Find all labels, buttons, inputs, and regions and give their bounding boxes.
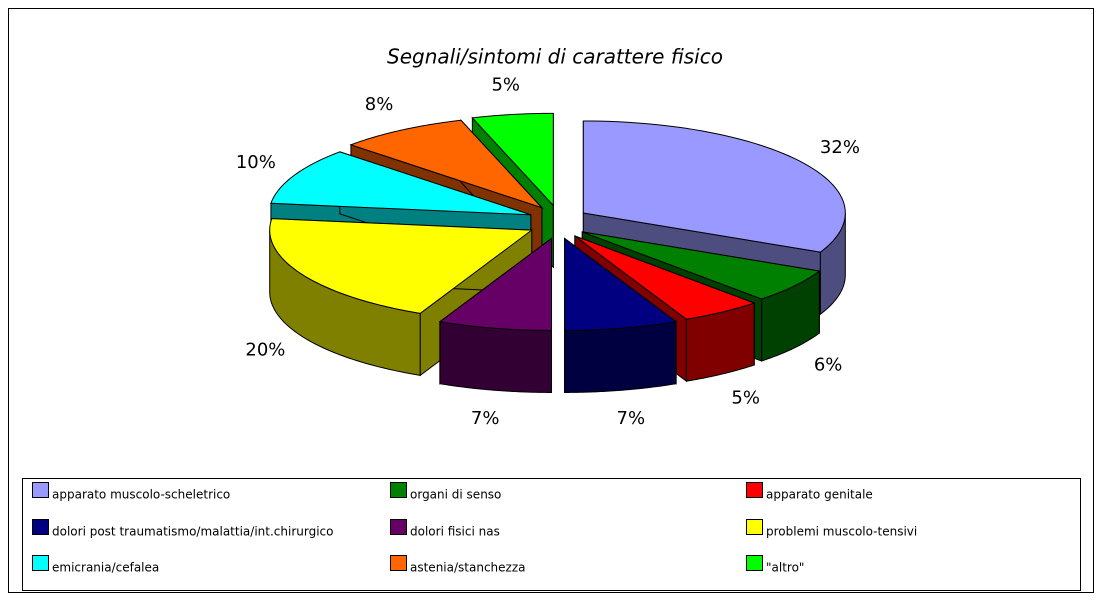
- data-label: 7%: [471, 408, 500, 429]
- legend-label: apparato muscolo-scheletrico: [52, 488, 230, 502]
- legend-swatch: [746, 519, 763, 535]
- data-label: 10%: [236, 152, 276, 173]
- legend-label: dolori fisici nas: [410, 525, 500, 539]
- pie-slice: [269, 218, 534, 314]
- legend-swatch: [390, 555, 407, 571]
- legend-label: organi di senso: [410, 488, 501, 502]
- legend-swatch: [390, 482, 407, 498]
- pie-slice: [582, 231, 821, 300]
- data-label: 7%: [617, 408, 646, 429]
- legend-swatch: [32, 482, 49, 498]
- legend-label: apparato genitale: [766, 488, 873, 502]
- pie-slice-group: [269, 218, 534, 377]
- slice-wall: [439, 321, 552, 393]
- legend-frame: [22, 478, 1081, 591]
- legend-swatch: [746, 555, 763, 571]
- legend-label: emicrania/cefalea: [52, 561, 159, 575]
- legend-label: problemi muscolo-tensivi: [766, 525, 917, 539]
- legend-swatch: [32, 519, 49, 535]
- pie-slice-group: [564, 237, 678, 393]
- slice-wall: [564, 321, 677, 393]
- legend-swatch: [746, 482, 763, 498]
- data-label: 6%: [814, 354, 843, 375]
- chart-title: Segnali/sintomi di carattere fisico: [387, 45, 723, 69]
- pie-slice: [582, 120, 846, 253]
- legend-label: astenia/stanchezza: [410, 561, 525, 575]
- data-label: 20%: [245, 340, 285, 361]
- pie-slice-group: [438, 237, 552, 393]
- data-label: 32%: [820, 137, 860, 158]
- data-label: 5%: [491, 74, 520, 95]
- legend-swatch: [32, 555, 49, 571]
- data-label: 5%: [731, 387, 760, 408]
- pie-slice: [471, 112, 554, 207]
- legend-label: dolori post traumatismo/malattia/int.chi…: [52, 525, 333, 539]
- pie-slice: [270, 151, 532, 216]
- pie-slice: [574, 235, 756, 320]
- pie-slice: [438, 237, 552, 331]
- legend-label: "altro": [766, 561, 804, 575]
- data-label: 8%: [365, 94, 394, 115]
- pie-slice: [349, 119, 544, 209]
- pie-slice: [564, 237, 678, 331]
- legend-swatch: [390, 519, 407, 535]
